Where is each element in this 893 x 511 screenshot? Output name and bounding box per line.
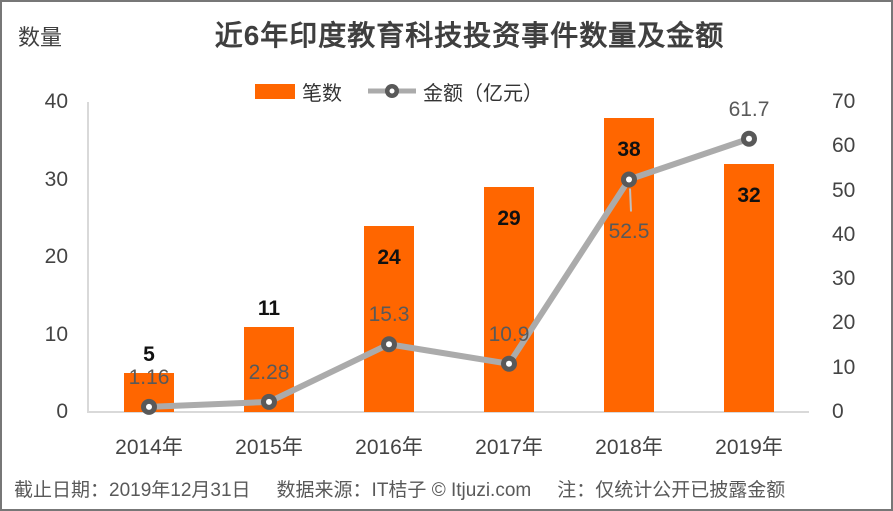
- left-tick-40: 40: [44, 90, 68, 113]
- right-tick-70: 70: [832, 90, 856, 113]
- bar-swatch-icon: [255, 83, 295, 99]
- left-tick-20: 20: [44, 245, 68, 268]
- bar-label-2016年: 24: [377, 246, 401, 269]
- amount-label-2018年: 52.5: [608, 219, 650, 243]
- bar-label-2018年: 38: [617, 137, 641, 161]
- x-axis-line: [87, 411, 809, 413]
- left-tick-10: 10: [44, 322, 68, 346]
- bar-label-2015年: 11: [257, 296, 281, 320]
- legend-bar-label: 笔数: [302, 82, 342, 105]
- x-label-2017年: 2017年: [475, 436, 543, 459]
- footer-source: 数据来源：IT桔子 © Itjuzi.com: [276, 480, 532, 501]
- right-tick-30: 30: [832, 267, 856, 291]
- legend-item-line: 金额（亿元）: [368, 77, 543, 106]
- footer-date: 截止日期：2019年12月31日: [14, 480, 251, 501]
- right-tick-50: 50: [832, 178, 856, 202]
- legend: 笔数 金额（亿元）: [255, 76, 543, 106]
- right-tick-60: 60: [832, 134, 856, 158]
- amount-label-2015年: 2.28: [248, 360, 290, 384]
- right-tick-40: 40: [832, 222, 856, 246]
- left-tick-30: 30: [44, 167, 68, 191]
- marker-2019年: [741, 130, 757, 147]
- right-tick-20: 20: [832, 311, 856, 335]
- chart-title: 近6年印度教育科技投资事件数量及金额: [214, 20, 725, 51]
- y-axis-line: [87, 102, 89, 412]
- footer-note: 截止日期：2019年12月31日 数据来源：IT桔子 © Itjuzi.com …: [14, 475, 883, 502]
- y-axis-title: 数量: [18, 25, 63, 50]
- x-label-2016年: 2016年: [355, 436, 423, 459]
- amount-label-2014年: 1.16: [128, 365, 170, 389]
- bar-label-2019年: 32: [737, 184, 761, 207]
- legend-item-bar: 笔数: [255, 77, 342, 106]
- x-label-2018年: 2018年: [595, 436, 663, 459]
- left-tick-0: 0: [56, 400, 68, 423]
- x-label-2015年: 2015年: [235, 436, 303, 459]
- footer-disclaimer: 注：仅统计公开已披露金额: [557, 480, 786, 501]
- legend-line-label: 金额（亿元）: [423, 82, 543, 105]
- bar-label-2017年: 29: [497, 207, 521, 231]
- amount-label-2019年: 61.7: [728, 97, 770, 121]
- x-label-2014年: 2014年: [115, 436, 183, 459]
- line-marker-icon: [368, 84, 416, 98]
- right-tick-10: 10: [832, 355, 856, 379]
- x-label-2019年: 2019年: [715, 436, 783, 459]
- right-tick-0: 0: [832, 400, 844, 423]
- amount-label-2016年: 15.3: [368, 303, 410, 327]
- amount-label-2017年: 10.9: [488, 322, 530, 346]
